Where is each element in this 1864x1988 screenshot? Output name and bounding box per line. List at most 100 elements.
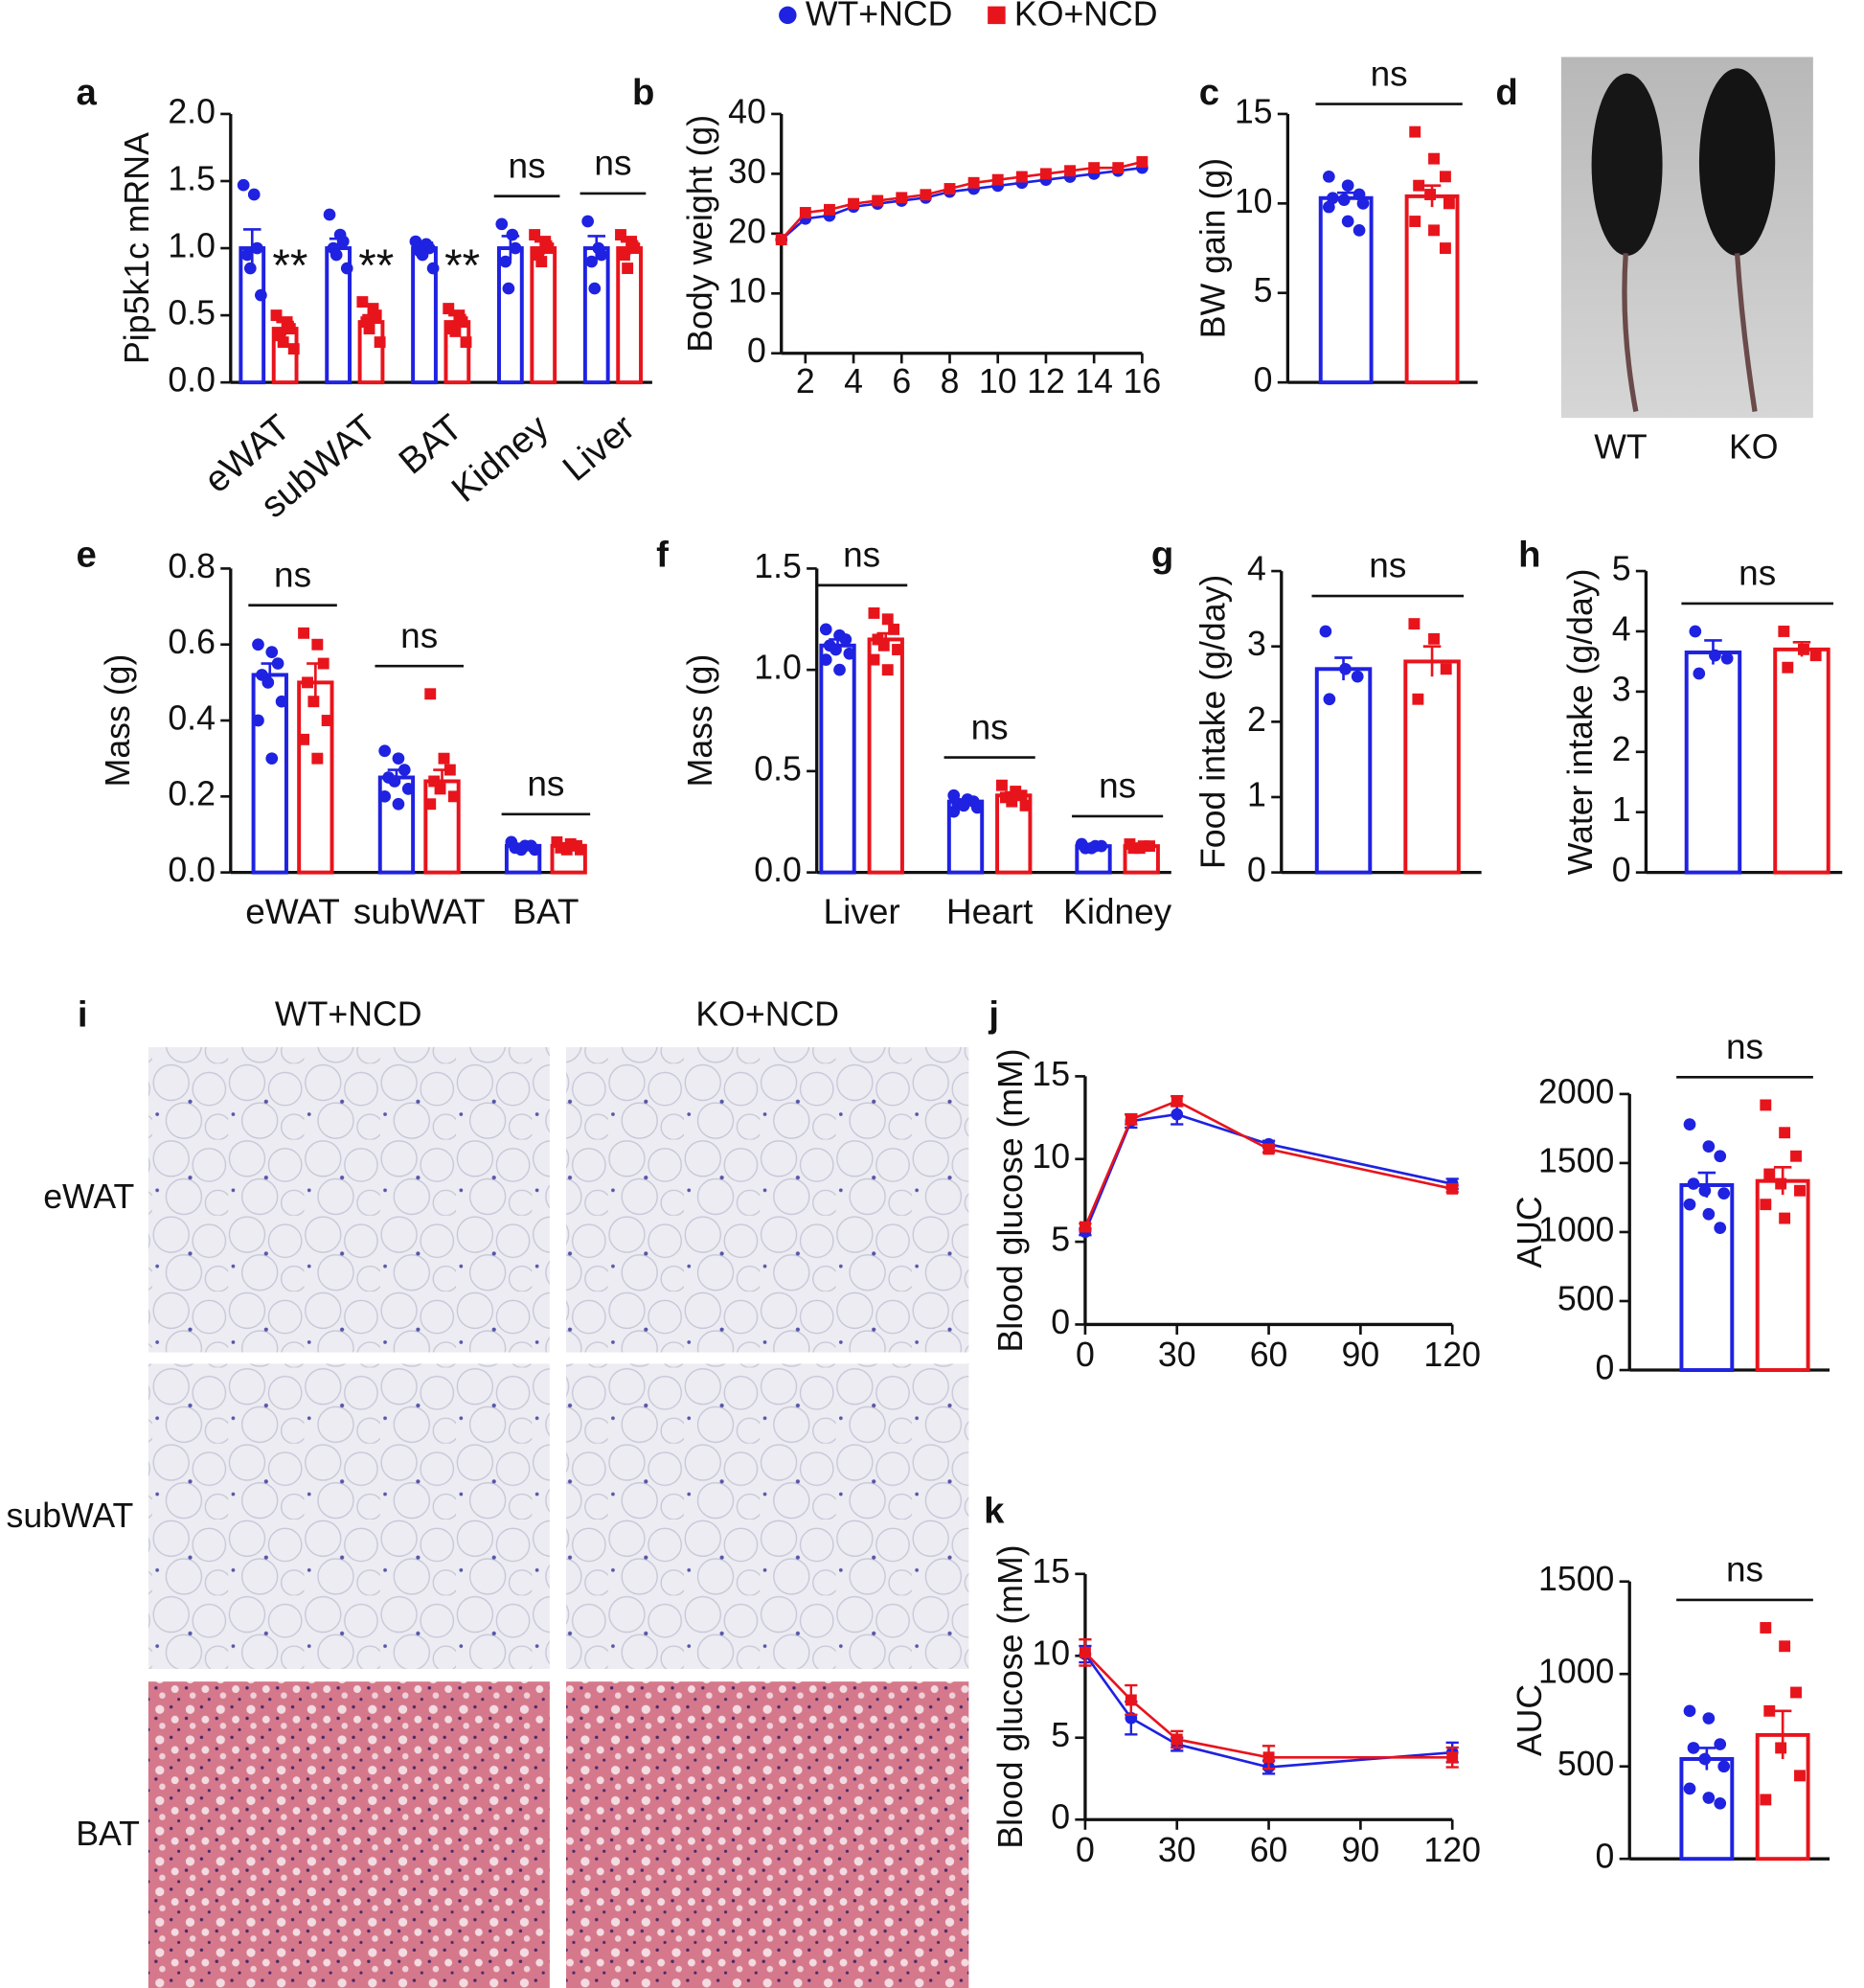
data-point <box>265 752 279 765</box>
y-tick-label: 0.0 <box>168 361 216 400</box>
data-point <box>615 229 626 240</box>
data-point <box>392 752 405 765</box>
data-point <box>1443 197 1455 210</box>
data-point <box>378 789 391 803</box>
data-point <box>1714 1222 1727 1234</box>
data-point <box>542 242 555 254</box>
data-point <box>1064 165 1077 177</box>
y-tick-label: 1500 <box>1538 1560 1614 1598</box>
data-point <box>1323 693 1336 706</box>
data-point <box>1763 1704 1776 1717</box>
data-point <box>1144 840 1156 853</box>
y-tick-label: 0.2 <box>168 775 216 813</box>
data-point <box>378 744 391 758</box>
significance-label: ** <box>358 240 394 291</box>
legend-label: KO+NCD <box>1014 0 1158 34</box>
data-point <box>1702 1792 1716 1804</box>
data-point <box>622 263 634 275</box>
data-point <box>398 764 411 776</box>
data-point <box>1424 189 1437 200</box>
data-point <box>588 282 602 295</box>
data-point <box>1717 1187 1731 1200</box>
data-point <box>363 323 375 335</box>
data-point <box>1714 1150 1727 1163</box>
data-point <box>1446 1751 1459 1764</box>
data-point <box>1412 693 1424 705</box>
x-tick-label: 120 <box>1423 1831 1481 1869</box>
bar <box>1773 647 1830 875</box>
data-point <box>1760 1099 1772 1111</box>
y-tick-label: 10 <box>1032 1137 1070 1176</box>
y-tick-label: 4 <box>1612 609 1631 648</box>
data-point <box>1428 152 1440 165</box>
data-point <box>506 228 519 241</box>
data-point <box>1428 632 1440 645</box>
data-point <box>799 207 811 218</box>
data-point <box>1440 663 1452 675</box>
y-tick-label: 30 <box>728 152 766 191</box>
x-tick-label: 90 <box>1342 1336 1380 1374</box>
data-point <box>367 303 379 315</box>
significance-label: ns <box>1371 54 1408 93</box>
data-point <box>416 248 429 262</box>
data-point <box>284 323 296 335</box>
y-tick-label: 1.0 <box>168 226 216 264</box>
x-tick-label: 120 <box>1423 1336 1481 1374</box>
data-point <box>1702 1207 1716 1221</box>
y-axis-label: BW gain (g) <box>1193 158 1232 338</box>
significance-label: ns <box>1726 1550 1763 1589</box>
row-label: BAT <box>76 1815 140 1853</box>
data-point <box>1015 171 1028 183</box>
data-point <box>509 241 522 255</box>
tail-ko <box>1734 253 1758 412</box>
data-point <box>1171 1733 1183 1746</box>
significance-label: ns <box>1726 1027 1763 1066</box>
x-tick-label: 60 <box>1250 1336 1288 1374</box>
data-point <box>514 843 528 857</box>
data-point <box>628 242 641 254</box>
column-label: KO+NCD <box>695 995 839 1034</box>
y-axis-label: Mass (g) <box>99 654 137 788</box>
y-tick-label: 0 <box>1612 851 1631 889</box>
data-point <box>533 249 545 261</box>
data-point <box>1409 126 1421 138</box>
data-point <box>999 791 1012 804</box>
data-point <box>311 752 324 765</box>
data-point <box>881 613 894 626</box>
y-tick-label: 10 <box>728 272 766 310</box>
data-point <box>830 643 842 656</box>
data-point <box>1353 224 1366 237</box>
x-tick-label: 60 <box>1250 1831 1288 1869</box>
bar <box>1684 651 1742 875</box>
line <box>1083 1651 1453 1759</box>
histology-image <box>566 1047 969 1353</box>
data-point <box>896 192 908 204</box>
y-axis-label: Water intake (g/day) <box>1561 568 1600 875</box>
tail-wt <box>1622 253 1639 413</box>
data-point <box>529 229 541 240</box>
data-point <box>877 639 890 651</box>
data-point <box>872 194 884 207</box>
data-point <box>839 633 852 646</box>
data-point <box>392 797 405 811</box>
x-tick-label: subWAT <box>353 892 486 931</box>
data-point <box>575 843 586 856</box>
panel-letter: a <box>76 72 97 113</box>
x-tick-label: 12 <box>1027 362 1065 400</box>
data-point <box>1095 839 1108 853</box>
data-point <box>823 203 835 216</box>
x-tick-label: Liver <box>555 406 642 489</box>
data-point <box>321 715 333 726</box>
data-point <box>424 688 437 700</box>
data-point <box>1322 200 1335 214</box>
data-point <box>1763 1168 1776 1180</box>
significance-label: ns <box>509 146 546 185</box>
data-point <box>388 775 401 788</box>
y-tick-label: 4 <box>1247 549 1266 587</box>
data-point <box>453 309 466 322</box>
y-axis-label: AUC <box>1511 1684 1549 1756</box>
data-point <box>240 248 254 262</box>
panel-letter: b <box>632 72 654 113</box>
data-point <box>1322 170 1335 183</box>
